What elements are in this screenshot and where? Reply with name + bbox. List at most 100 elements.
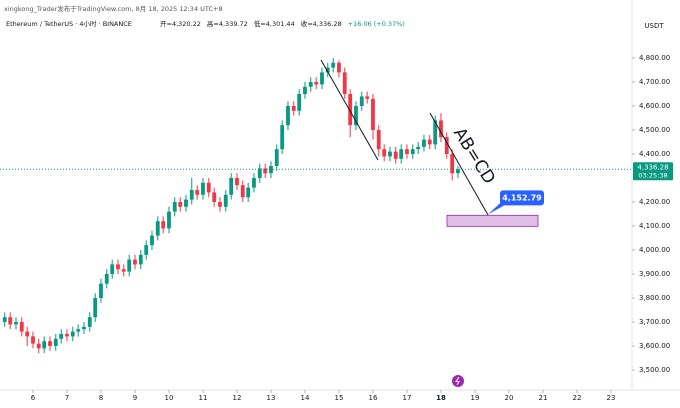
candle-body xyxy=(444,137,449,154)
last-price-label: 4,336.28 xyxy=(637,163,668,171)
y-tick-label: 4,800.00 xyxy=(639,54,670,62)
candle-body xyxy=(252,178,256,188)
y-tick-label: 4,500.00 xyxy=(639,126,670,134)
x-tick-label: 22 xyxy=(573,394,582,402)
x-tick-label: 12 xyxy=(233,394,242,402)
candle-body xyxy=(144,245,149,255)
quote-item: 开=4,320.22 xyxy=(160,20,201,28)
candle-body xyxy=(82,326,86,330)
candle-body xyxy=(2,317,7,322)
candle-body xyxy=(201,182,205,195)
quote-item: 收=4,336.28 xyxy=(301,19,342,28)
ab-line xyxy=(320,59,379,161)
candle-body xyxy=(189,190,194,200)
candle-body xyxy=(104,274,109,284)
y-tick-label: 3,700.00 xyxy=(639,318,670,326)
candle-body xyxy=(456,169,460,174)
candle-body xyxy=(59,334,64,339)
candle-body xyxy=(422,139,426,147)
candle-body xyxy=(36,343,41,349)
x-tick-label: 18 xyxy=(436,394,446,402)
candle-body xyxy=(376,130,381,150)
candle-body xyxy=(416,146,421,150)
x-tick-label: 17 xyxy=(403,394,412,402)
candle-body xyxy=(121,269,126,272)
candle-body xyxy=(195,190,200,195)
candle-body xyxy=(53,338,58,346)
candle-body xyxy=(240,185,245,198)
symbol: Ethereum / TetherUS · 4小时 · BINANCE xyxy=(6,19,132,28)
event-icon-glyph xyxy=(455,376,460,386)
candle-body xyxy=(325,67,330,73)
x-tick-label: 10 xyxy=(165,394,174,402)
y-tick-label: 4,200.00 xyxy=(639,198,670,206)
candle-body xyxy=(382,149,387,157)
candle-body xyxy=(31,336,35,344)
candle-body xyxy=(257,168,262,178)
candle-body xyxy=(14,322,18,325)
candle-body xyxy=(410,149,415,154)
candle-body xyxy=(359,96,364,106)
target-label: 4,152.79 xyxy=(502,193,542,202)
x-tick-label: 20 xyxy=(505,394,514,402)
x-tick-label: 8 xyxy=(99,394,103,402)
candle-body xyxy=(184,199,188,207)
candle-body xyxy=(93,298,98,318)
candle-body xyxy=(133,259,137,265)
cd-line xyxy=(429,112,489,216)
candle-body xyxy=(388,151,392,157)
x-tick-label: 23 xyxy=(606,394,615,402)
candle-body xyxy=(303,86,307,94)
candle-body xyxy=(308,82,313,87)
y-tick-label: 4,700.00 xyxy=(639,78,670,86)
candle-body xyxy=(19,322,24,332)
candle-body xyxy=(99,283,103,298)
candle-body xyxy=(42,341,47,349)
candle-body xyxy=(274,149,279,166)
candle-body xyxy=(116,264,120,270)
x-tick-label: 19 xyxy=(471,394,480,402)
candle-body xyxy=(206,182,211,193)
candle-body xyxy=(48,341,52,346)
candle-body xyxy=(110,264,115,274)
candle-body xyxy=(263,168,268,174)
y-tick-label: 3,800.00 xyxy=(639,294,670,302)
candle-body xyxy=(286,106,290,126)
candle-body xyxy=(223,194,228,207)
candle-body xyxy=(348,94,353,126)
x-tick-label: 7 xyxy=(65,394,69,402)
candle-body xyxy=(280,125,285,150)
candle-body xyxy=(127,259,132,272)
quote-item: 高=4,339.72 xyxy=(207,19,248,28)
y-tick-label: 3,900.00 xyxy=(639,270,670,278)
x-tick-label: 6 xyxy=(31,394,36,402)
target-pointer xyxy=(488,201,506,215)
quote-item: +16.06 (+0.37%) xyxy=(348,20,405,28)
candle-body xyxy=(161,221,166,229)
candle-body xyxy=(218,202,222,207)
candle-body xyxy=(150,235,154,246)
candle-body xyxy=(399,149,404,159)
candle-body xyxy=(320,72,324,85)
candle-body xyxy=(76,329,81,332)
x-tick-label: 21 xyxy=(539,394,548,402)
last-price-box xyxy=(633,162,673,181)
x-tick-label: 11 xyxy=(199,394,208,402)
source-line: xingkong_Trader发布于TradingView.com, 8月 18… xyxy=(4,4,223,13)
candle-body xyxy=(155,221,160,236)
candle-body xyxy=(354,106,358,126)
candle-body xyxy=(342,72,347,94)
candle-body xyxy=(167,211,171,229)
y-tick-label: 4,000.00 xyxy=(639,246,670,254)
y-tick-label: 3,600.00 xyxy=(639,342,670,350)
candle-body xyxy=(337,62,341,73)
unit-label: USDT xyxy=(644,22,664,30)
y-tick-label: 4,100.00 xyxy=(639,222,670,230)
countdown: 03:25:38 xyxy=(638,171,667,179)
candle-body xyxy=(297,94,302,111)
y-tick-label: 3,500.00 xyxy=(639,366,670,374)
candle-body xyxy=(25,331,30,337)
x-tick-label: 14 xyxy=(301,394,310,402)
candle-body xyxy=(331,62,336,68)
